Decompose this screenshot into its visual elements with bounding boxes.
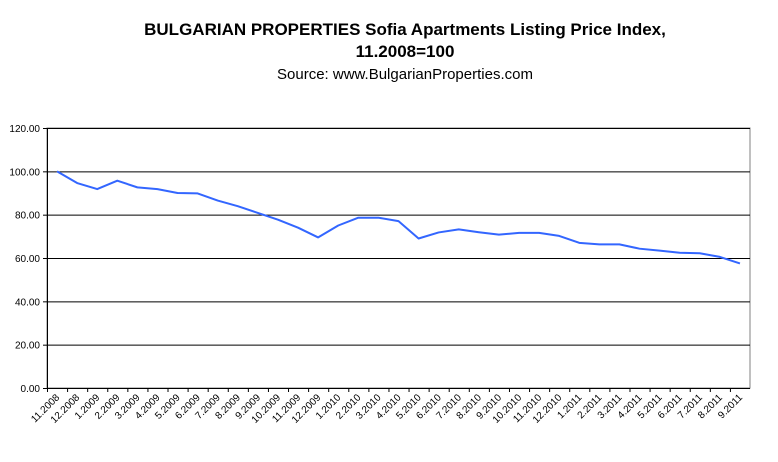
y-tick-label: 60.00 xyxy=(15,254,40,265)
y-tick-label: 100.00 xyxy=(9,167,40,178)
y-tick-label: 120.00 xyxy=(9,124,40,135)
y-tick-label: 40.00 xyxy=(15,297,40,308)
y-tick-label: 20.00 xyxy=(15,341,40,352)
y-tick-label: 0.00 xyxy=(21,384,41,395)
chart-title: BULGARIAN PROPERTIES Sofia Apartments Li… xyxy=(144,20,666,39)
chart-title-line2: 11.2008=100 xyxy=(355,42,455,61)
y-tick-label: 80.00 xyxy=(15,211,40,222)
chart-subtitle: Source: www.BulgarianProperties.com xyxy=(277,66,533,83)
